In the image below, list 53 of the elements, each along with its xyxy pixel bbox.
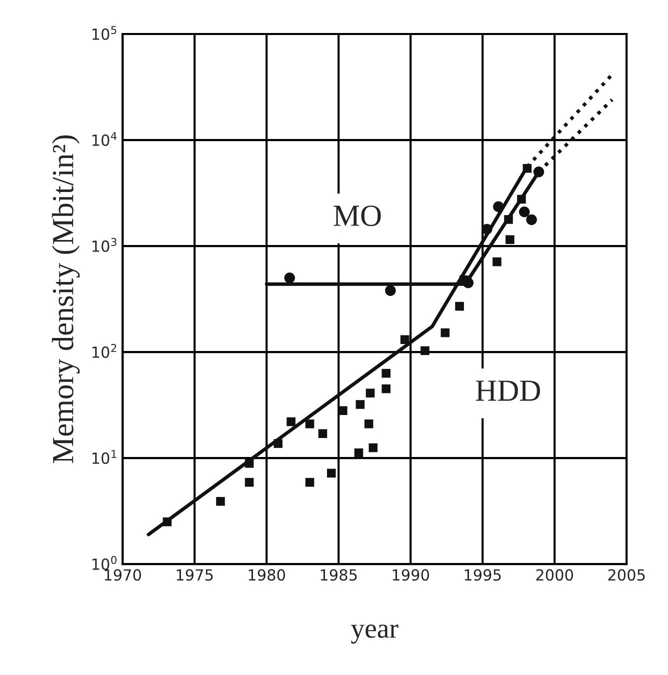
y-tick-label: 10$^{2}$ (92, 344, 116, 358)
x-tick-label: 1985 (320, 569, 357, 581)
point (492, 257, 502, 266)
point (244, 478, 254, 487)
point (356, 400, 365, 409)
point (518, 206, 530, 218)
point (286, 417, 296, 426)
point (400, 335, 410, 344)
point (493, 201, 504, 212)
x-axis-title: year (351, 624, 398, 644)
point (385, 285, 396, 296)
point (274, 439, 282, 448)
point (318, 429, 328, 438)
y-tick-label: 10$^{4}$ (92, 132, 117, 146)
x-tick-label: 1990 (392, 569, 430, 581)
y-axis-title: Memory density (Mbit/in²) (52, 135, 80, 464)
x-tick-label: 1970 (104, 569, 142, 581)
x-tick-label: 1975 (176, 569, 213, 581)
point (462, 277, 474, 288)
x-tick-label: 1980 (248, 569, 286, 581)
point (338, 406, 348, 416)
point (305, 478, 314, 487)
point (522, 164, 532, 173)
annotation: MO (334, 206, 381, 226)
point (284, 272, 295, 284)
point (368, 443, 378, 452)
point (326, 468, 336, 478)
point (526, 214, 537, 226)
point (305, 419, 314, 428)
x-tick-label: 2000 (536, 569, 574, 581)
point (440, 328, 450, 338)
point (354, 448, 364, 458)
y-tick-label: 10$^{5}$ (92, 26, 116, 40)
point (216, 496, 225, 506)
point (517, 194, 526, 204)
y-tick-label: 10$^{1}$ (92, 450, 116, 464)
x-tick-label: 2005 (608, 569, 645, 581)
point (506, 235, 514, 244)
x-tick-label: 1995 (464, 569, 501, 581)
point (504, 215, 513, 224)
point (244, 459, 254, 468)
point (366, 388, 375, 398)
y-tick-label: 10$^{3}$ (92, 238, 116, 252)
point (482, 224, 492, 235)
point (162, 517, 172, 526)
point (455, 302, 464, 311)
point (364, 419, 374, 428)
y-tick-label: 10$^{0}$ (92, 556, 117, 570)
point (382, 384, 390, 394)
point (420, 346, 430, 356)
point (382, 368, 390, 378)
point (533, 166, 544, 178)
annotation: HDD (476, 380, 540, 401)
